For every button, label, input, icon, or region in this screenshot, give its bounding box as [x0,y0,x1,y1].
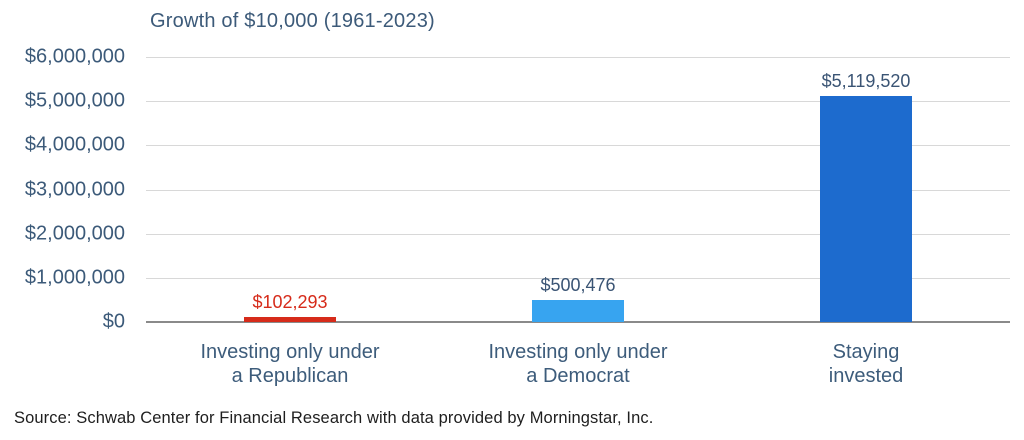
bar-value-label: $102,293 [252,292,328,312]
x-axis-baseline [146,321,1010,323]
gridline [146,277,1010,279]
bar-1 [244,317,336,322]
gridline [146,189,1010,191]
source-attribution: Source: Schwab Center for Financial Rese… [14,409,654,427]
bar-value-label: $5,119,520 [821,71,911,91]
gridline [146,101,1010,103]
y-tick-label: $0 [102,310,125,333]
gridline [146,145,1010,147]
y-tick-label: $5,000,000 [24,89,125,112]
y-tick-label: $1,000,000 [24,266,125,289]
bar-value-label: $500,476 [540,275,616,295]
x-category-label: Staying invested [828,341,904,387]
y-tick-label: $6,000,000 [24,45,125,68]
x-category-label: Investing only under a Republican [200,341,380,387]
y-tick-label: $2,000,000 [24,222,125,245]
y-tick-label: $3,000,000 [24,178,125,200]
bar-3 [820,96,912,322]
y-tick-label: $4,000,000 [24,133,125,156]
gridline [146,57,1010,58]
chart-title: Growth of $10,000 (1961-2023) [150,10,435,32]
gridline [146,233,1010,235]
x-category-label: Investing only under a Democrat [488,341,668,387]
bar-2 [532,300,624,322]
